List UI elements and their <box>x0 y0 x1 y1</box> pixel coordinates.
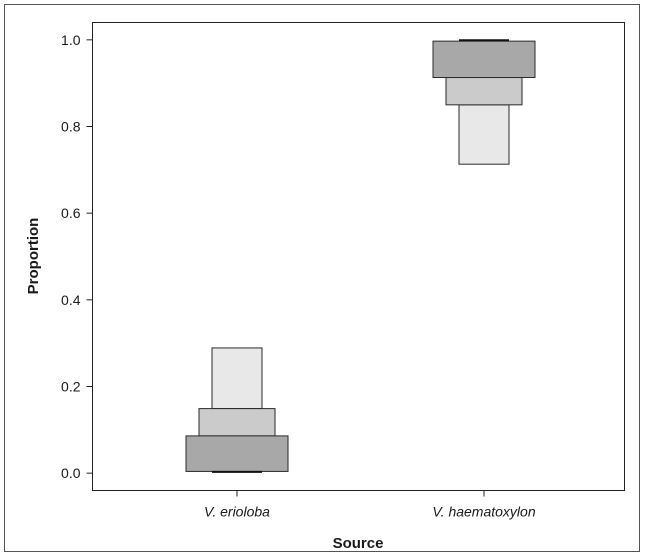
x-axis: V. erioloba V. haematoxylon <box>204 490 536 520</box>
x-tick-label: V. haematoxylon <box>432 504 535 520</box>
y-tick-label: 0.6 <box>61 205 81 221</box>
y-tick-label: 0.8 <box>61 119 81 135</box>
x-tick-label: V. erioloba <box>204 504 270 520</box>
y-tick-label: 0.0 <box>61 465 81 481</box>
box-inner <box>432 40 536 79</box>
box-inner <box>185 435 289 472</box>
box-middle <box>198 408 276 437</box>
y-tick-label: 0.2 <box>61 379 81 395</box>
y-axis-title: Proportion <box>25 218 42 295</box>
y-axis: 0.0 0.2 0.4 0.6 0.8 1.0 <box>61 32 93 481</box>
y-tick-label: 0.4 <box>61 292 81 308</box>
box-outer <box>458 104 510 165</box>
boxes <box>185 39 536 473</box>
x-axis-title: Source <box>333 535 384 552</box>
y-tick-label: 1.0 <box>61 32 81 48</box>
box-outer <box>211 347 263 410</box>
plot-area <box>92 22 625 491</box>
box-middle <box>445 77 523 106</box>
